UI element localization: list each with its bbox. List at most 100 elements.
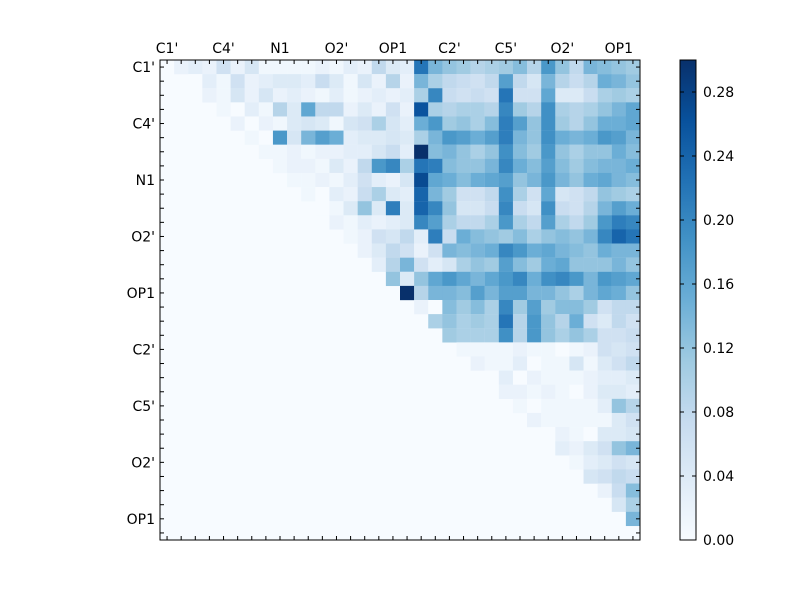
heatmap-cell [484, 116, 499, 131]
heatmap-cell [555, 243, 570, 258]
heatmap-cell [555, 187, 570, 202]
heatmap-cell [625, 356, 641, 371]
heatmap-cell [583, 328, 598, 343]
heatmap-cell [385, 88, 401, 103]
heatmap-cell [541, 285, 556, 301]
heatmap-cell [442, 201, 457, 216]
heatmap-cell [428, 130, 443, 145]
heatmap-cell [202, 60, 217, 75]
heatmap-cell [541, 215, 556, 230]
heatmap-cell [343, 130, 358, 145]
heatmap-cell [512, 271, 528, 287]
heatmap-cell [456, 158, 471, 174]
heatmap-cell [301, 60, 316, 75]
x-tick-label: OP1 [605, 41, 633, 57]
heatmap-cell [470, 158, 485, 174]
heatmap-cell [611, 187, 627, 202]
heatmap-cell [498, 356, 514, 371]
heatmap-cell [597, 285, 612, 301]
heatmap-cell [569, 172, 584, 188]
heatmap-cell [527, 271, 542, 287]
colorbar-ticks: 0.00 0.04 0.08 0.12 0.16 0.20 0.24 0.28 [680, 85, 734, 549]
heatmap-cell [174, 60, 189, 75]
heatmap-cell [385, 74, 401, 89]
heatmap-cell [541, 130, 556, 145]
heatmap-cell [456, 342, 471, 357]
y-tick-label: OP1 [127, 512, 155, 528]
heatmap-cell [527, 102, 542, 117]
heatmap-cell [583, 74, 598, 89]
heatmap-cell [329, 201, 344, 216]
x-tick-labels: C1' C4' N1 O2' OP1 C2' C5' O2' OP1 [156, 41, 633, 57]
heatmap-cell [484, 88, 499, 103]
heatmap-cell [597, 356, 612, 371]
heatmap-cell [442, 215, 457, 230]
heatmap-cell [357, 144, 372, 159]
heatmap-cell [230, 74, 245, 89]
heatmap-cell [357, 130, 372, 145]
heatmap-cell [230, 88, 245, 103]
heatmap-cell [569, 60, 584, 75]
heatmap-cell [230, 60, 245, 75]
heatmap-cell [541, 314, 556, 329]
heatmap-cell [512, 285, 528, 301]
heatmap-cell [428, 116, 443, 131]
heatmap-cell [484, 243, 499, 258]
heatmap-cell [470, 172, 485, 188]
heatmap-cell [527, 158, 542, 174]
heatmap-cell [428, 271, 443, 287]
heatmap-cell [498, 370, 514, 385]
heatmap-cell [541, 384, 556, 399]
heatmap-cell [555, 412, 570, 428]
heatmap-cell [428, 187, 443, 202]
heatmap-cell [512, 88, 528, 103]
heatmap-cell [400, 243, 415, 258]
heatmap-cell [569, 412, 584, 428]
heatmap-cell [484, 187, 499, 202]
heatmap-cell [569, 314, 584, 329]
heatmap-cell [301, 158, 316, 174]
x-tick-label: O2' [325, 41, 349, 57]
heatmap-cell [484, 74, 499, 89]
heatmap-cell [484, 215, 499, 230]
heatmap-cell [272, 144, 288, 159]
heatmap-cell [569, 102, 584, 117]
heatmap-cell [371, 88, 387, 103]
heatmap-cell [343, 201, 358, 216]
y-tick-labels: C1' C4' N1 O2' OP1 C2' C5' O2' OP1 [127, 60, 155, 528]
heatmap-cell [555, 398, 570, 414]
y-tick-label: O2' [131, 455, 155, 471]
heatmap-cell [555, 300, 570, 315]
heatmap-cell [258, 130, 274, 145]
heatmap-cell [597, 243, 612, 258]
heatmap-cell [428, 88, 443, 103]
heatmap-cell [258, 144, 274, 159]
heatmap-cell [343, 74, 358, 89]
heatmap-cell [527, 130, 542, 145]
heatmap-cell [555, 88, 570, 103]
heatmap-cell [400, 229, 415, 244]
heatmap-cell [611, 300, 627, 315]
heatmap-cell [442, 158, 457, 174]
x-tick-label: C1' [156, 41, 179, 57]
heatmap-cell [625, 271, 641, 287]
heatmap-cell [583, 370, 598, 385]
heatmap-cell [583, 116, 598, 131]
heatmap-cell [371, 130, 387, 145]
heatmap-cell [597, 130, 612, 145]
heatmap-cell [414, 243, 429, 258]
heatmap-cell [512, 384, 528, 399]
heatmap-cell [343, 229, 358, 244]
heatmap-cell [512, 328, 528, 343]
heatmap-cell [442, 116, 457, 131]
heatmap-cell [428, 144, 443, 159]
heatmap-cell [371, 243, 387, 258]
heatmap-cell [541, 427, 556, 442]
x-tick-label: N1 [270, 41, 289, 57]
heatmap-cell [498, 60, 514, 75]
x-tick-label: C2' [438, 41, 461, 57]
heatmap-cell [597, 144, 612, 159]
heatmap-cell [597, 427, 612, 442]
heatmap-cell [611, 172, 627, 188]
heatmap-cell [258, 102, 274, 117]
